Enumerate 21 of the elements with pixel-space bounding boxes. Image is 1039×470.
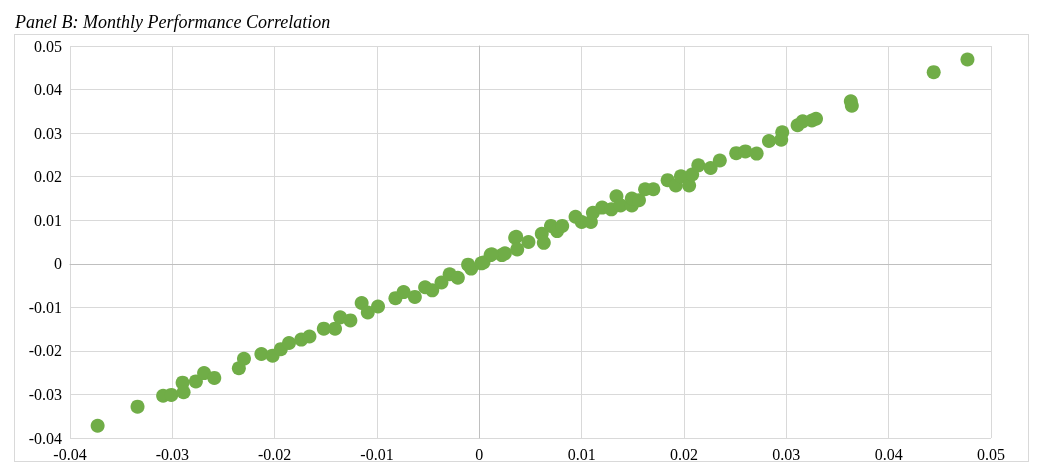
x-tick-label: -0.02 xyxy=(258,445,292,463)
x-tick-label: 0.02 xyxy=(670,445,698,463)
y-tick-label: 0.05 xyxy=(34,37,62,55)
x-tick-label: 0.05 xyxy=(977,445,1005,463)
y-tick-label: -0.02 xyxy=(28,342,62,360)
x-tick-label: -0.03 xyxy=(155,445,189,463)
y-tick-label: -0.03 xyxy=(28,385,62,403)
x-tick-label: 0 xyxy=(475,445,484,463)
y-tick-label: -0.04 xyxy=(28,429,62,447)
y-tick-label: 0.03 xyxy=(34,124,62,142)
x-tick-label: 0.04 xyxy=(874,445,903,463)
x-tick-label: 0.01 xyxy=(567,445,596,463)
x-tick-label: -0.01 xyxy=(360,445,394,463)
chart-title: Panel B: Monthly Performance Correlation xyxy=(14,12,331,32)
x-tick-label: 0.03 xyxy=(772,445,801,463)
y-tick-label: 0.04 xyxy=(34,81,62,99)
y-tick-label: 0.01 xyxy=(34,211,62,229)
x-tick-label: -0.04 xyxy=(53,445,87,463)
y-tick-label: 0.02 xyxy=(34,168,62,186)
y-tick-label: 0 xyxy=(54,255,62,273)
y-tick-label: -0.01 xyxy=(28,298,62,316)
